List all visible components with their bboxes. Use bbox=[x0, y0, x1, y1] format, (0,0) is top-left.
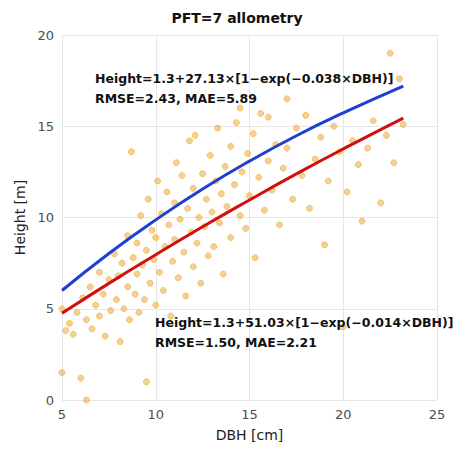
svg-text:10: 10 bbox=[37, 210, 54, 225]
svg-text:DBH [cm]: DBH [cm] bbox=[216, 427, 284, 443]
svg-text:5: 5 bbox=[58, 407, 66, 422]
svg-text:15: 15 bbox=[241, 407, 258, 422]
svg-text:25: 25 bbox=[429, 407, 446, 422]
svg-text:Height=1.3+51.03×[1−exp(−0.014: Height=1.3+51.03×[1−exp(−0.014×DBH)] bbox=[155, 315, 454, 330]
svg-text:0: 0 bbox=[46, 393, 54, 408]
svg-text:5: 5 bbox=[46, 301, 54, 316]
svg-text:RMSE=2.43, MAE=5.89: RMSE=2.43, MAE=5.89 bbox=[95, 91, 257, 106]
svg-text:20: 20 bbox=[335, 407, 352, 422]
svg-text:15: 15 bbox=[37, 119, 54, 134]
svg-text:PFT=7 allometry: PFT=7 allometry bbox=[171, 10, 302, 26]
svg-text:Height=1.3+27.13×[1−exp(−0.038: Height=1.3+27.13×[1−exp(−0.038×DBH)] bbox=[95, 71, 394, 86]
svg-text:10: 10 bbox=[147, 407, 164, 422]
svg-text:20: 20 bbox=[37, 28, 54, 43]
svg-text:Height [m]: Height [m] bbox=[12, 180, 28, 255]
svg-text:RMSE=1.50, MAE=2.21: RMSE=1.50, MAE=2.21 bbox=[155, 335, 317, 350]
